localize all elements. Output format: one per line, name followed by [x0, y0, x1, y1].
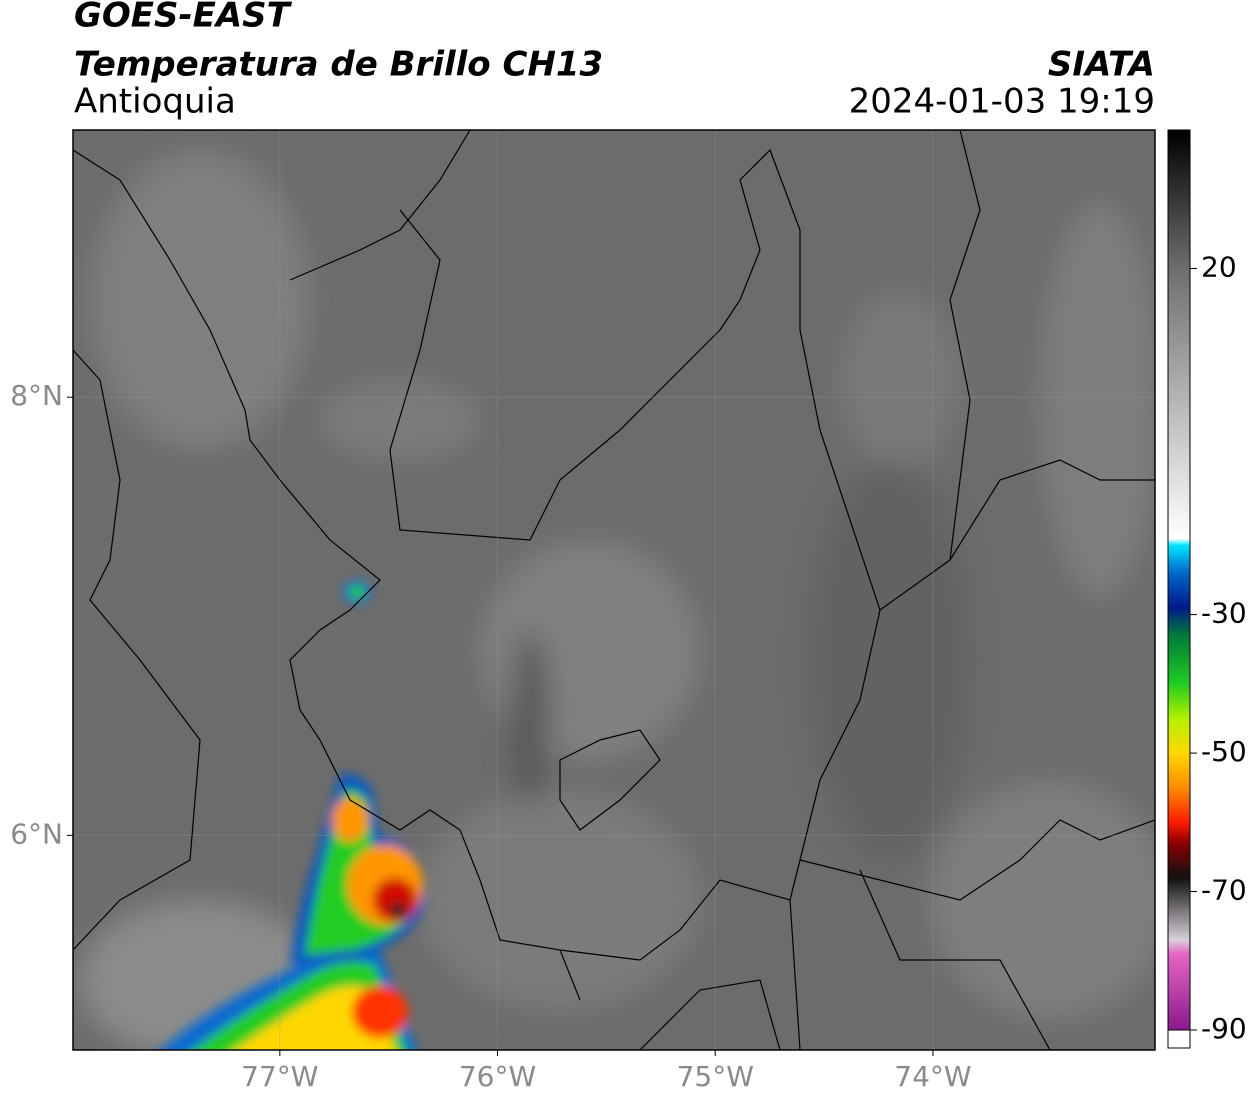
datetime-label: 2024-01-03 19:19: [849, 82, 1155, 122]
map-frame: [72, 129, 1156, 1051]
x-tick-label: 74°W: [894, 1060, 971, 1093]
colorbar-tick-label: 20: [1201, 250, 1237, 283]
colorbar-tick-label: -50: [1201, 735, 1247, 768]
x-tick-label: 76°W: [459, 1060, 536, 1093]
colorbar-tick-label: -30: [1201, 597, 1247, 630]
source-label: SIATA: [1048, 45, 1155, 85]
product-title: Temperatura de Brillo CH13: [74, 45, 603, 85]
colorbar-extension: [1167, 1029, 1191, 1049]
x-tick-label: 75°W: [677, 1060, 754, 1093]
y-tick-label: 8°N: [10, 379, 63, 412]
satellite-title: GOES-EAST: [74, 0, 293, 36]
colorbar-tick-label: -70: [1201, 874, 1247, 907]
map-image: [73, 130, 1155, 1050]
x-tick-label: 77°W: [241, 1060, 318, 1093]
y-tick-label: 6°N: [10, 817, 63, 850]
colorbar: [1167, 129, 1191, 1031]
colorbar-tick-label: -90: [1201, 1012, 1247, 1045]
region-label: Antioquia: [74, 82, 236, 122]
